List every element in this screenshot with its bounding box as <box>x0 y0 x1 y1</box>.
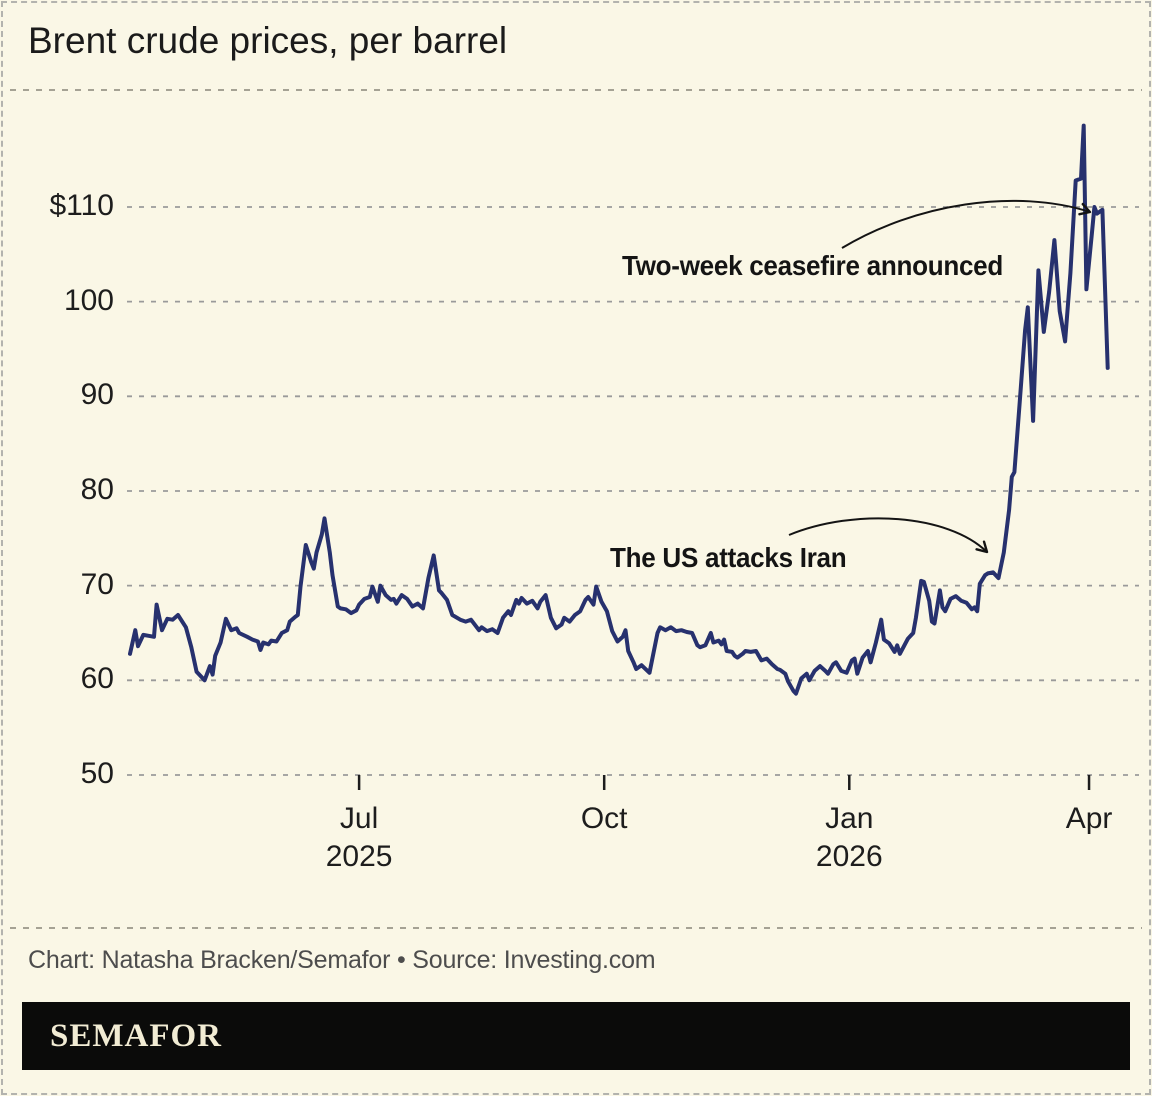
ceasefire-arrow <box>841 199 1092 249</box>
page-title: Brent crude prices, per barrel <box>28 20 508 61</box>
x-axis-ticks <box>357 775 1091 790</box>
annotation-ceasefire: Two-week ceasefire announced <box>622 250 1003 281</box>
y-axis-label-50: 50 <box>80 757 114 790</box>
y-axis-label-80: 80 <box>80 472 114 506</box>
x-axis-year-2025: 2025 <box>325 840 393 873</box>
y-axis-label-100: 100 <box>63 283 114 317</box>
x-axis-label-Oct: Oct <box>580 802 628 835</box>
brent-price-line <box>128 123 1110 696</box>
annotation-us-attacks-iran: The US attacks Iran <box>610 542 847 573</box>
x-axis-year-2026: 2026 <box>815 840 883 873</box>
semafor-logo: SEMAFOR <box>50 1017 222 1054</box>
y-axis-label-70: 70 <box>80 567 114 601</box>
x-axis-label-Jul: Jul <box>339 802 379 835</box>
y-axis-label-90: 90 <box>80 378 114 412</box>
gridlines <box>127 206 1139 776</box>
chart-credit: Chart: Natasha Bracken/Semafor • Source:… <box>28 946 656 974</box>
x-axis-label-Apr: Apr <box>1065 802 1113 835</box>
y-axis-label-110: $110 <box>49 188 114 222</box>
x-axis-label-Jan: Jan <box>825 802 874 835</box>
attack-arrow <box>788 517 989 554</box>
y-axis-label-60: 60 <box>80 662 114 696</box>
semafor-logo-bar: SEMAFOR <box>22 1002 1130 1070</box>
